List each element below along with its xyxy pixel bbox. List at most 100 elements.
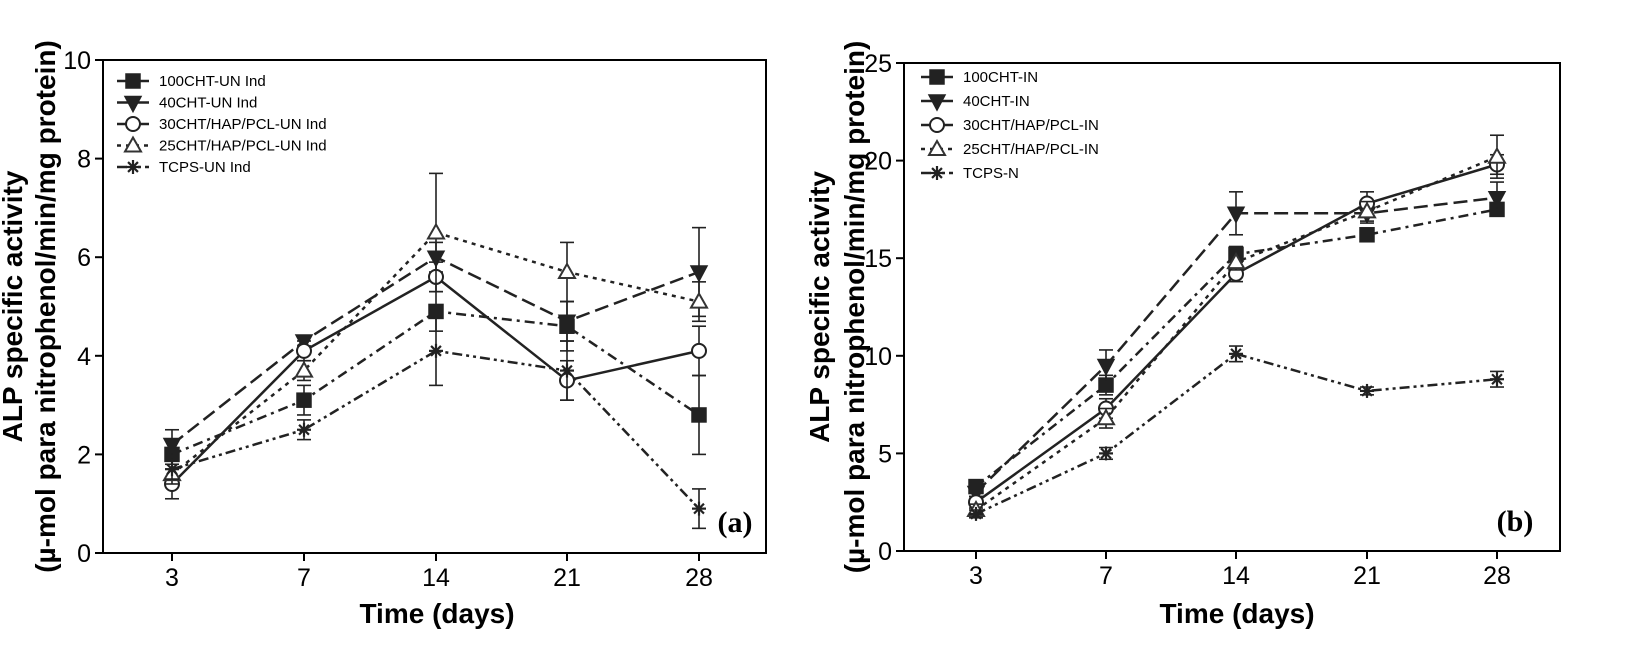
y-tick-label: 0 xyxy=(878,538,892,566)
data-point xyxy=(691,407,707,423)
plot-frame xyxy=(903,62,1561,552)
asterisk-stroke xyxy=(1100,447,1112,460)
data-point xyxy=(296,392,312,408)
series-line xyxy=(975,196,1498,494)
legend-label: 25CHT/HAP/PCL-IN xyxy=(963,141,1099,158)
data-point xyxy=(1096,408,1116,426)
y-axis-title: (µ-mol para nitrophenol/min/mg protein) xyxy=(30,40,61,573)
x-tick-label: 14 xyxy=(422,564,450,592)
data-point xyxy=(1360,383,1374,398)
asterisk-stroke xyxy=(298,424,310,436)
x-tick-label: 7 xyxy=(1099,562,1113,590)
x-axis-title: Time (days) xyxy=(359,598,514,629)
data-point xyxy=(426,222,446,240)
legend-item: 30CHT/HAP/PCL-IN xyxy=(921,117,1099,134)
data-point xyxy=(969,506,983,521)
legend-item: 30CHT/HAP/PCL-UN Ind xyxy=(117,116,327,133)
asterisk-stroke xyxy=(127,161,139,173)
data-point xyxy=(1226,206,1246,224)
data-point xyxy=(429,343,443,358)
x-tick-label: 3 xyxy=(969,562,983,590)
data-point xyxy=(689,291,709,309)
y-tick-label: 0 xyxy=(77,540,91,568)
asterisk-stroke xyxy=(166,463,178,475)
data-point xyxy=(1487,146,1507,164)
legend-label: 100CHT-IN xyxy=(963,69,1038,86)
legend-item: 40CHT-IN xyxy=(921,93,1030,112)
series-line xyxy=(171,231,700,476)
y-tick-label: 15 xyxy=(864,245,892,273)
legend-item: 40CHT-UN Ind xyxy=(117,95,257,114)
data-point xyxy=(1357,201,1377,219)
data-point xyxy=(557,314,577,332)
data-point xyxy=(557,261,577,279)
series-5 xyxy=(969,345,1504,521)
data-point xyxy=(560,363,574,378)
legend-label: 30CHT/HAP/PCL-IN xyxy=(963,117,1099,134)
data-point xyxy=(294,360,314,378)
asterisk-stroke xyxy=(970,508,982,520)
y-axis-title: ALP specific activity xyxy=(804,171,835,443)
data-point xyxy=(297,422,311,437)
legend-item: TCPS-N xyxy=(921,165,1019,182)
asterisk-stroke xyxy=(1361,385,1373,397)
data-point xyxy=(1487,190,1507,209)
data-point xyxy=(691,342,707,359)
data-point xyxy=(1099,446,1113,461)
chart-panel-a: 0 2 4 6 8 10 3 7 14 21 28 Time (days) ALP specific a… xyxy=(0,40,767,629)
data-point xyxy=(689,265,709,283)
legend-item: TCPS-UN Ind xyxy=(117,159,251,176)
data-point xyxy=(1490,372,1504,387)
series-2 xyxy=(966,181,1507,504)
legend-item: 25CHT/HAP/PCL-IN xyxy=(921,138,1099,158)
y-tick-label: 4 xyxy=(77,343,91,371)
data-point xyxy=(1096,358,1116,377)
data-point xyxy=(1359,227,1375,243)
x-tick-label: 21 xyxy=(553,564,581,592)
x-tick-label: 21 xyxy=(1353,562,1381,590)
plot-frame xyxy=(102,59,767,554)
legend-marker xyxy=(126,160,140,174)
legend-label: TCPS-N xyxy=(963,165,1019,182)
y-axis-title: ALP specific activity xyxy=(0,170,28,442)
data-point xyxy=(966,485,986,504)
legend-marker xyxy=(927,138,947,156)
x-tick-label: 28 xyxy=(685,564,713,592)
legend-label: TCPS-UN Ind xyxy=(159,159,251,176)
panel-label: (a) xyxy=(718,506,753,539)
data-point xyxy=(1229,346,1243,361)
data-point xyxy=(692,501,706,516)
legend-marker xyxy=(125,73,141,89)
x-tick-label: 28 xyxy=(1483,562,1511,590)
legend-item: 100CHT-IN xyxy=(921,69,1038,86)
legend-label: 25CHT/HAP/PCL-UN Ind xyxy=(159,138,327,155)
asterisk-stroke xyxy=(561,364,573,377)
y-tick-label: 5 xyxy=(878,440,892,468)
y-tick-label: 10 xyxy=(63,47,91,75)
data-point xyxy=(296,342,312,359)
y-tick-label: 8 xyxy=(77,146,91,174)
series-line xyxy=(975,352,1498,516)
asterisk-stroke xyxy=(931,167,943,179)
series-5 xyxy=(165,315,706,530)
asterisk-stroke xyxy=(430,345,442,357)
asterisk-stroke xyxy=(1491,373,1503,385)
x-axis-title: Time (days) xyxy=(1159,598,1314,629)
legend-marker xyxy=(927,94,947,112)
x-tick-label: 14 xyxy=(1222,562,1250,590)
y-tick-label: 25 xyxy=(864,50,892,78)
legend-marker xyxy=(123,135,143,153)
y-tick-label: 2 xyxy=(77,441,91,469)
legend-label: 40CHT-IN xyxy=(963,93,1030,110)
legend-marker xyxy=(930,166,944,180)
chart-panel-b: 0 5 10 15 20 25 3 7 14 21 28 Time (days) ALP specifi… xyxy=(804,41,1561,629)
legend-item: 25CHT/HAP/PCL-UN Ind xyxy=(117,135,327,155)
legend-marker xyxy=(125,116,141,132)
legend-label: 30CHT/HAP/PCL-UN Ind xyxy=(159,116,327,133)
data-point xyxy=(165,462,179,477)
legend-marker xyxy=(123,95,143,114)
legend-marker xyxy=(929,117,945,133)
legend-label: 100CHT-UN Ind xyxy=(159,73,266,90)
x-tick-label: 3 xyxy=(165,564,179,592)
